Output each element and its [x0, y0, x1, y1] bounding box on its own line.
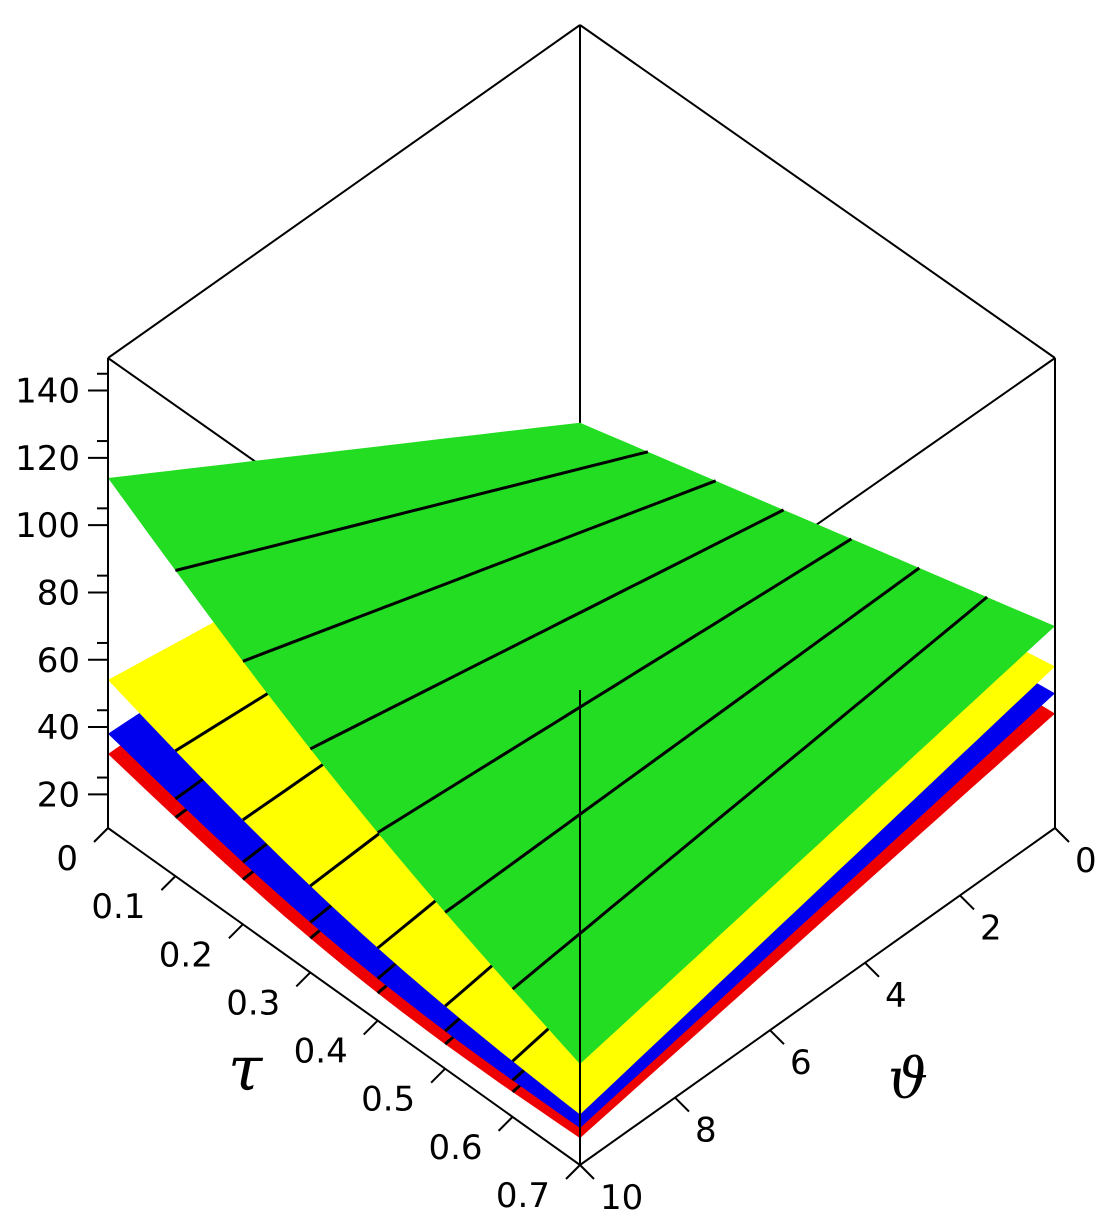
- z-axis: 20 40 60 80 100 120 140: [15, 372, 108, 815]
- theta-axis-line: [579, 827, 1056, 1166]
- theta-axis: 0 2 4 6 8 10: [579, 827, 1097, 1218]
- top-left-edge: [107, 24, 581, 359]
- surface-3-mesh-line: [511, 595, 989, 991]
- tau-tick-label: 0.4: [294, 1032, 348, 1072]
- theta-tick-label: 4: [885, 976, 907, 1016]
- tau-tick-label: 0.5: [361, 1080, 415, 1120]
- tau-tick: [565, 1164, 581, 1180]
- surface-3-mesh-line: [376, 537, 853, 834]
- tau-tick-label: 0.1: [91, 887, 145, 927]
- surface-3-mesh-line: [444, 566, 921, 914]
- surface-3-mesh-line: [242, 479, 717, 663]
- tau-axis: 0 0.1 0.2 0.3 0.4 0.5 0.6 0.7: [56, 827, 581, 1216]
- theta-tick: [769, 1029, 785, 1045]
- tau-tick: [430, 1068, 446, 1084]
- theta-tick-label: 10: [600, 1178, 643, 1218]
- tau-tick: [93, 827, 109, 843]
- theta-tick-label: 2: [980, 908, 1002, 948]
- z-tick-label: 140: [15, 372, 80, 412]
- theta-tick-label: 8: [695, 1111, 717, 1151]
- theta-tick-label: 6: [790, 1043, 812, 1083]
- theta-tick-label: 0: [1075, 841, 1097, 881]
- surface-3-mesh-line: [175, 450, 649, 572]
- tau-tick: [228, 923, 244, 939]
- theta-tick: [959, 894, 975, 911]
- theta-tick: [579, 1164, 595, 1180]
- theta-axis-label: ϑ: [888, 1047, 928, 1112]
- tau-tick: [160, 875, 177, 891]
- z-tick-label: 100: [15, 506, 80, 546]
- tau-tick-label: 0: [56, 839, 78, 879]
- tau-tick-label: 0.6: [428, 1128, 482, 1168]
- surfaces-group: [108, 422, 1055, 1139]
- z-tick-label: 80: [37, 573, 80, 613]
- front-box-edges: [107, 24, 1056, 1166]
- z-tick-label: 120: [15, 439, 80, 479]
- tau-tick: [295, 971, 311, 988]
- surface-3: [108, 422, 1055, 1064]
- top-right-edge: [579, 24, 1056, 359]
- theta-tick: [674, 1096, 690, 1113]
- tau-axis-label: τ: [228, 1032, 264, 1105]
- tau-tick: [363, 1019, 379, 1036]
- theta-tick: [1054, 827, 1070, 843]
- tau-tick-label: 0.3: [226, 983, 280, 1023]
- z-tick-label: 60: [37, 641, 80, 681]
- surface-3-mesh-line: [309, 508, 785, 751]
- tau-axis-line: [107, 827, 581, 1166]
- z-tick-label: 40: [37, 708, 80, 748]
- z-tick-label: 20: [37, 775, 80, 815]
- theta-tick: [864, 962, 880, 978]
- tau-tick-label: 0.2: [159, 935, 213, 975]
- tau-tick-label: 0.7: [496, 1176, 550, 1216]
- tau-tick: [497, 1116, 514, 1132]
